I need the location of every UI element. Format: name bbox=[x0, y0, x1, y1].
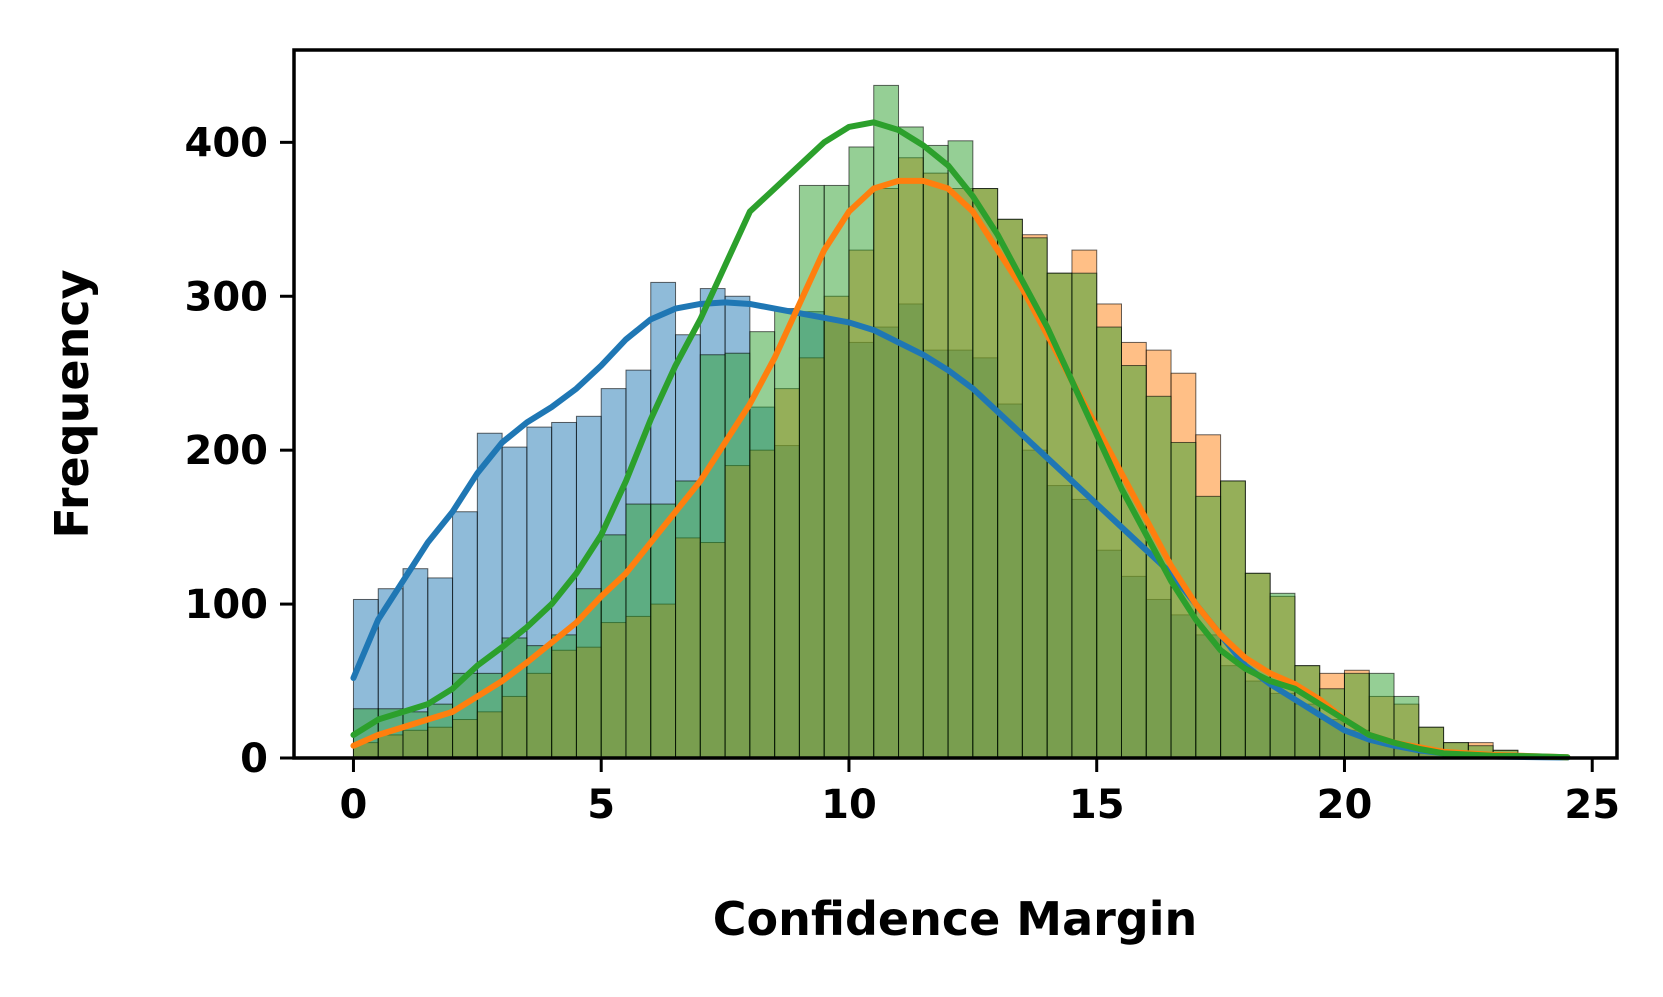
histogram-bar bbox=[600, 534, 627, 759]
histogram-bar bbox=[551, 634, 577, 759]
histogram-bar bbox=[972, 188, 999, 759]
plot-frame bbox=[292, 48, 1619, 760]
kde-line bbox=[350, 299, 1571, 761]
x-tick-label: 25 bbox=[1564, 782, 1620, 828]
y-tick-label: 200 bbox=[185, 428, 269, 474]
histogram-bars bbox=[352, 84, 1568, 759]
y-tick-label: 300 bbox=[185, 274, 269, 320]
x-tick-label: 15 bbox=[1069, 782, 1125, 828]
histogram-bar bbox=[774, 308, 800, 759]
y-tick-label: 100 bbox=[185, 582, 269, 628]
histogram-bar bbox=[501, 637, 528, 759]
histogram-bar bbox=[1220, 480, 1246, 759]
histogram-bar bbox=[699, 354, 726, 759]
kde-line bbox=[350, 177, 1571, 761]
histogram-bar bbox=[575, 588, 602, 759]
histogram-bar bbox=[873, 84, 900, 759]
histogram-bar bbox=[823, 184, 850, 759]
x-axis-label: Confidence Margin bbox=[713, 892, 1198, 946]
y-axis-label: Frequency bbox=[45, 269, 99, 538]
histogram-bar bbox=[848, 146, 875, 759]
kde-curves bbox=[350, 119, 1571, 761]
x-axis-ticks: 0 5 10 15 20 25 bbox=[340, 758, 1620, 828]
histogram-bar bbox=[997, 218, 1023, 759]
histogram-bar bbox=[625, 503, 652, 759]
histogram-bar bbox=[1120, 365, 1147, 759]
x-tick-label: 0 bbox=[340, 782, 368, 828]
y-tick-label: 0 bbox=[240, 736, 268, 782]
histogram-bar bbox=[1071, 272, 1098, 759]
kde-line bbox=[350, 119, 1571, 761]
x-tick-label: 20 bbox=[1317, 782, 1373, 828]
histogram-bar bbox=[922, 144, 949, 759]
histogram-bar bbox=[1096, 326, 1122, 759]
x-tick-label: 5 bbox=[587, 782, 615, 828]
histogram-bar bbox=[675, 480, 701, 759]
histogram-bar bbox=[898, 126, 924, 759]
y-axis-ticks: 0 100 200 300 400 bbox=[185, 120, 294, 782]
histogram-bar bbox=[947, 140, 974, 759]
x-tick-label: 10 bbox=[821, 782, 877, 828]
y-tick-label: 400 bbox=[185, 120, 269, 166]
histogram-bar bbox=[1343, 672, 1370, 759]
